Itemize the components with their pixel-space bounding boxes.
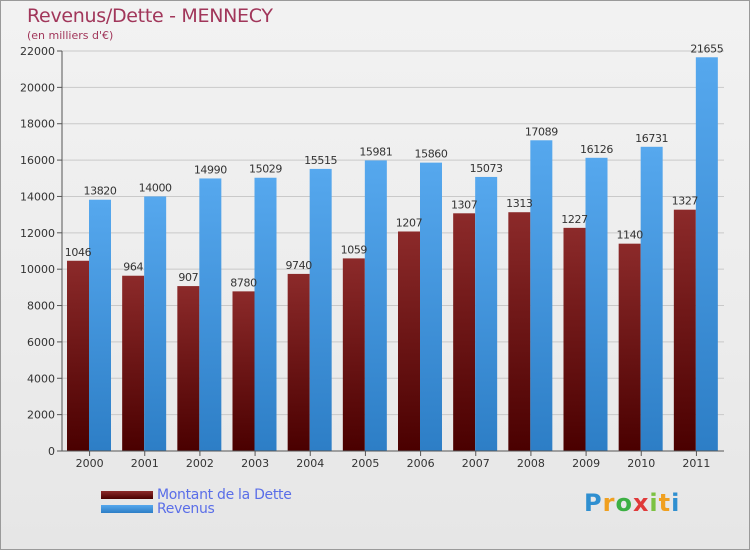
y-tick-label: 18000 bbox=[20, 118, 55, 131]
bar-dette bbox=[342, 258, 365, 451]
legend-swatch-revenus bbox=[101, 505, 153, 513]
data-label-revenus: 13820 bbox=[84, 185, 117, 198]
bar-revenus bbox=[640, 146, 663, 452]
logo-letter: o bbox=[615, 489, 633, 517]
bar-revenus bbox=[420, 162, 442, 452]
data-label-revenus: 21655 bbox=[690, 42, 723, 55]
data-label-dette: 1227 bbox=[561, 213, 588, 226]
x-tick-label: 2004 bbox=[296, 457, 324, 470]
y-tick-label: 10000 bbox=[20, 263, 55, 276]
logo-letter: i bbox=[671, 489, 681, 517]
y-tick-label: 22000 bbox=[20, 45, 55, 58]
bar-revenus bbox=[364, 160, 387, 451]
y-tick-label: 2000 bbox=[27, 409, 55, 422]
legend-swatch-dette bbox=[101, 491, 153, 499]
x-tick-label: 2009 bbox=[572, 457, 600, 470]
legend-item-revenus: Revenus bbox=[101, 501, 215, 517]
bar-revenus bbox=[309, 168, 332, 451]
logo-letter: r bbox=[602, 489, 616, 517]
x-tick-label: 2000 bbox=[76, 457, 104, 470]
data-label-dette: 8780 bbox=[230, 276, 257, 289]
proxiti-logo: Proxiti bbox=[584, 489, 680, 517]
logo-letter: P bbox=[584, 489, 603, 517]
data-label-revenus: 14000 bbox=[139, 181, 172, 194]
x-tick-label: 2010 bbox=[627, 457, 655, 470]
data-label-dette: 1313 bbox=[506, 197, 533, 210]
bar-dette bbox=[453, 213, 476, 451]
legend-item-dette: Montant de la Dette bbox=[101, 487, 292, 503]
bar-dette bbox=[618, 243, 641, 451]
y-tick-label: 6000 bbox=[27, 336, 55, 349]
data-label-revenus: 15981 bbox=[359, 145, 392, 158]
bar-dette bbox=[232, 291, 255, 451]
legend-label-revenus: Revenus bbox=[157, 501, 215, 517]
bar-dette bbox=[67, 260, 89, 451]
labels-layer: 1046 13820 964 14000 907 14990 8780 15029 9740 15… bbox=[65, 42, 724, 289]
x-tick-label: 2007 bbox=[462, 457, 490, 470]
data-label-revenus: 16126 bbox=[580, 143, 613, 156]
bar-revenus bbox=[89, 199, 111, 451]
y-tick-label: 8000 bbox=[27, 300, 55, 313]
bar-revenus bbox=[695, 57, 718, 451]
data-label-revenus: 15515 bbox=[304, 154, 337, 167]
bar-revenus bbox=[144, 196, 167, 451]
bar-dette bbox=[177, 286, 200, 451]
chart-title: Revenus/Dette - MENNECY bbox=[27, 5, 273, 27]
legend-label-dette: Montant de la Dette bbox=[157, 487, 292, 503]
bar-revenus bbox=[475, 176, 498, 452]
x-tick-label: 2008 bbox=[517, 457, 545, 470]
data-label-dette: 1307 bbox=[451, 198, 478, 211]
y-tick-label: 20000 bbox=[20, 81, 55, 94]
bar-revenus bbox=[199, 178, 222, 452]
x-tick-label: 2005 bbox=[351, 457, 379, 470]
grid-layer bbox=[62, 50, 724, 416]
x-tick-label: 2011 bbox=[682, 457, 710, 470]
bar-dette bbox=[287, 273, 310, 451]
data-label-revenus: 15029 bbox=[249, 163, 282, 176]
chart-subtitle: (en milliers d'€) bbox=[27, 29, 114, 42]
data-label-dette: 9740 bbox=[285, 259, 312, 272]
bars-layer bbox=[67, 57, 718, 452]
logo-letter: x bbox=[632, 489, 650, 517]
data-label-dette: 964 bbox=[123, 261, 143, 274]
x-tick-label: 2006 bbox=[407, 457, 435, 470]
axis-layer: 0 2000 4000 6000 8000 10000 12000 14000 16000 180… bbox=[20, 45, 724, 470]
data-label-revenus: 16731 bbox=[635, 132, 668, 145]
x-tick-label: 2001 bbox=[131, 457, 159, 470]
x-tick-label: 2002 bbox=[186, 457, 214, 470]
y-tick-label: 16000 bbox=[20, 154, 55, 167]
bar-dette bbox=[673, 209, 696, 451]
y-tick-label: 14000 bbox=[20, 190, 55, 203]
bar-dette bbox=[398, 231, 420, 451]
bar-revenus bbox=[530, 140, 553, 452]
logo-letter: t bbox=[658, 489, 672, 517]
data-label-revenus: 15860 bbox=[415, 148, 448, 161]
y-tick-label: 0 bbox=[48, 445, 55, 458]
bar-dette bbox=[122, 275, 145, 451]
bar-dette bbox=[563, 227, 586, 451]
bar-dette bbox=[508, 212, 531, 451]
data-label-revenus: 17089 bbox=[525, 125, 558, 138]
logo-letter: i bbox=[649, 489, 659, 517]
y-tick-label: 4000 bbox=[27, 372, 55, 385]
bar-revenus bbox=[254, 177, 277, 451]
data-label-dette: 1059 bbox=[341, 243, 368, 256]
data-label-dette: 1140 bbox=[616, 229, 643, 242]
data-label-revenus: 15073 bbox=[470, 162, 503, 175]
data-label-revenus: 14990 bbox=[194, 163, 227, 176]
data-label-dette: 1327 bbox=[672, 195, 699, 208]
data-label-dette: 1046 bbox=[65, 246, 92, 259]
data-label-dette: 1207 bbox=[396, 216, 423, 229]
y-tick-label: 12000 bbox=[20, 227, 55, 240]
x-tick-label: 2003 bbox=[241, 457, 269, 470]
bar-revenus bbox=[585, 157, 608, 452]
data-label-dette: 907 bbox=[178, 271, 198, 284]
